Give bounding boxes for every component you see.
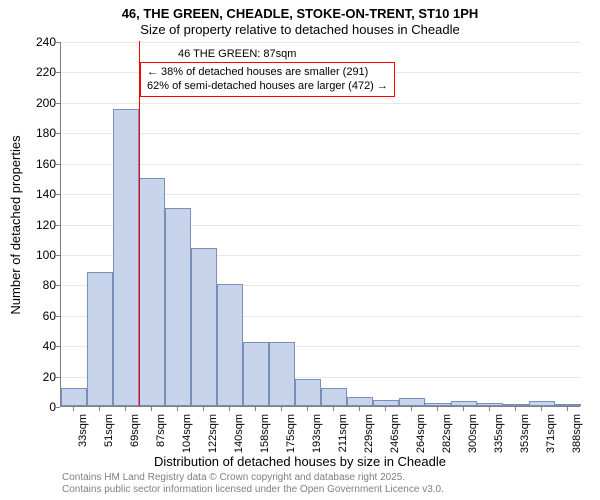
y-tick-label: 140 (36, 187, 56, 201)
annotation-box: ← 38% of detached houses are smaller (29… (140, 62, 395, 97)
x-tick-label: 300sqm (467, 414, 479, 458)
x-tick-label: 211sqm (337, 414, 349, 458)
marker-title: 46 THE GREEN: 87sqm (178, 48, 296, 60)
y-tick (56, 42, 60, 43)
histogram-bar (61, 388, 87, 406)
y-tick-label: 60 (43, 309, 56, 323)
histogram-bar (217, 284, 243, 406)
y-tick-label: 80 (43, 278, 56, 292)
chart-title-address: 46, THE GREEN, CHEADLE, STOKE-ON-TRENT, … (0, 6, 600, 21)
x-tick (333, 407, 334, 411)
y-tick-label: 240 (36, 35, 56, 49)
histogram-bar (243, 342, 269, 406)
histogram-bar (87, 272, 113, 406)
y-axis-title: Number of detached properties (8, 46, 23, 225)
x-tick (437, 407, 438, 411)
y-tick-label: 40 (43, 339, 56, 353)
x-tick (515, 407, 516, 411)
chart-subtitle: Size of property relative to detached ho… (0, 22, 600, 37)
x-tick (255, 407, 256, 411)
annotation-line1: ← 38% of detached houses are smaller (29… (147, 65, 388, 79)
x-tick-label: 264sqm (415, 414, 427, 458)
attribution-line2: Contains public sector information licen… (62, 484, 444, 495)
y-tick (56, 164, 60, 165)
y-tick (56, 72, 60, 73)
x-axis-title: Distribution of detached houses by size … (0, 454, 600, 469)
x-tick (99, 407, 100, 411)
x-tick-label: 158sqm (259, 414, 271, 458)
histogram-bar (503, 404, 529, 406)
histogram-bar (451, 401, 477, 406)
y-tick-label: 200 (36, 96, 56, 110)
x-tick-label: 353sqm (519, 414, 531, 458)
y-tick (56, 103, 60, 104)
y-tick (56, 133, 60, 134)
x-tick (541, 407, 542, 411)
histogram-bar (529, 401, 555, 406)
y-tick (56, 346, 60, 347)
x-tick-label: 122sqm (207, 414, 219, 458)
x-tick-label: 175sqm (285, 414, 297, 458)
histogram-bar (321, 388, 347, 406)
x-tick-label: 282sqm (441, 414, 453, 458)
x-tick (151, 407, 152, 411)
histogram-bar (347, 397, 373, 406)
y-tick (56, 285, 60, 286)
x-tick-label: 69sqm (129, 414, 141, 458)
histogram-bar (139, 178, 165, 406)
x-tick (463, 407, 464, 411)
y-tick-label: 180 (36, 126, 56, 140)
y-tick (56, 377, 60, 378)
x-tick (73, 407, 74, 411)
histogram-bar (373, 400, 399, 406)
histogram-bar (477, 403, 503, 406)
histogram-bar (555, 404, 581, 406)
y-tick-label: 160 (36, 157, 56, 171)
x-tick-label: 33sqm (77, 414, 89, 458)
histogram-bar (113, 109, 139, 406)
y-tick-label: 0 (49, 400, 56, 414)
x-tick-label: 388sqm (571, 414, 583, 458)
plot-area (60, 42, 580, 407)
histogram-bar (269, 342, 295, 406)
x-tick-label: 335sqm (493, 414, 505, 458)
y-tick-label: 20 (43, 370, 56, 384)
x-tick (229, 407, 230, 411)
histogram-bar (425, 403, 451, 406)
x-tick-label: 140sqm (233, 414, 245, 458)
x-tick (411, 407, 412, 411)
annotation-line2: 62% of semi-detached houses are larger (… (147, 79, 388, 93)
x-tick-label: 193sqm (311, 414, 323, 458)
y-tick (56, 407, 60, 408)
histogram-bar (165, 208, 191, 406)
y-tick-label: 120 (36, 218, 56, 232)
y-tick-label: 220 (36, 65, 56, 79)
x-tick-label: 229sqm (363, 414, 375, 458)
histogram-bar (191, 248, 217, 406)
histogram-bar (399, 398, 425, 406)
x-tick (203, 407, 204, 411)
y-tick (56, 194, 60, 195)
x-tick (385, 407, 386, 411)
x-tick-label: 104sqm (181, 414, 193, 458)
attribution-line1: Contains HM Land Registry data © Crown c… (62, 472, 405, 483)
x-tick-label: 246sqm (389, 414, 401, 458)
x-tick (489, 407, 490, 411)
x-tick (125, 407, 126, 411)
y-tick-label: 100 (36, 248, 56, 262)
x-tick-label: 51sqm (103, 414, 115, 458)
x-tick (177, 407, 178, 411)
x-tick (307, 407, 308, 411)
x-tick-label: 87sqm (155, 414, 167, 458)
y-tick (56, 225, 60, 226)
x-tick-label: 371sqm (545, 414, 557, 458)
x-tick (567, 407, 568, 411)
histogram-bar (295, 379, 321, 406)
y-tick (56, 316, 60, 317)
x-tick (281, 407, 282, 411)
x-tick (359, 407, 360, 411)
y-tick (56, 255, 60, 256)
